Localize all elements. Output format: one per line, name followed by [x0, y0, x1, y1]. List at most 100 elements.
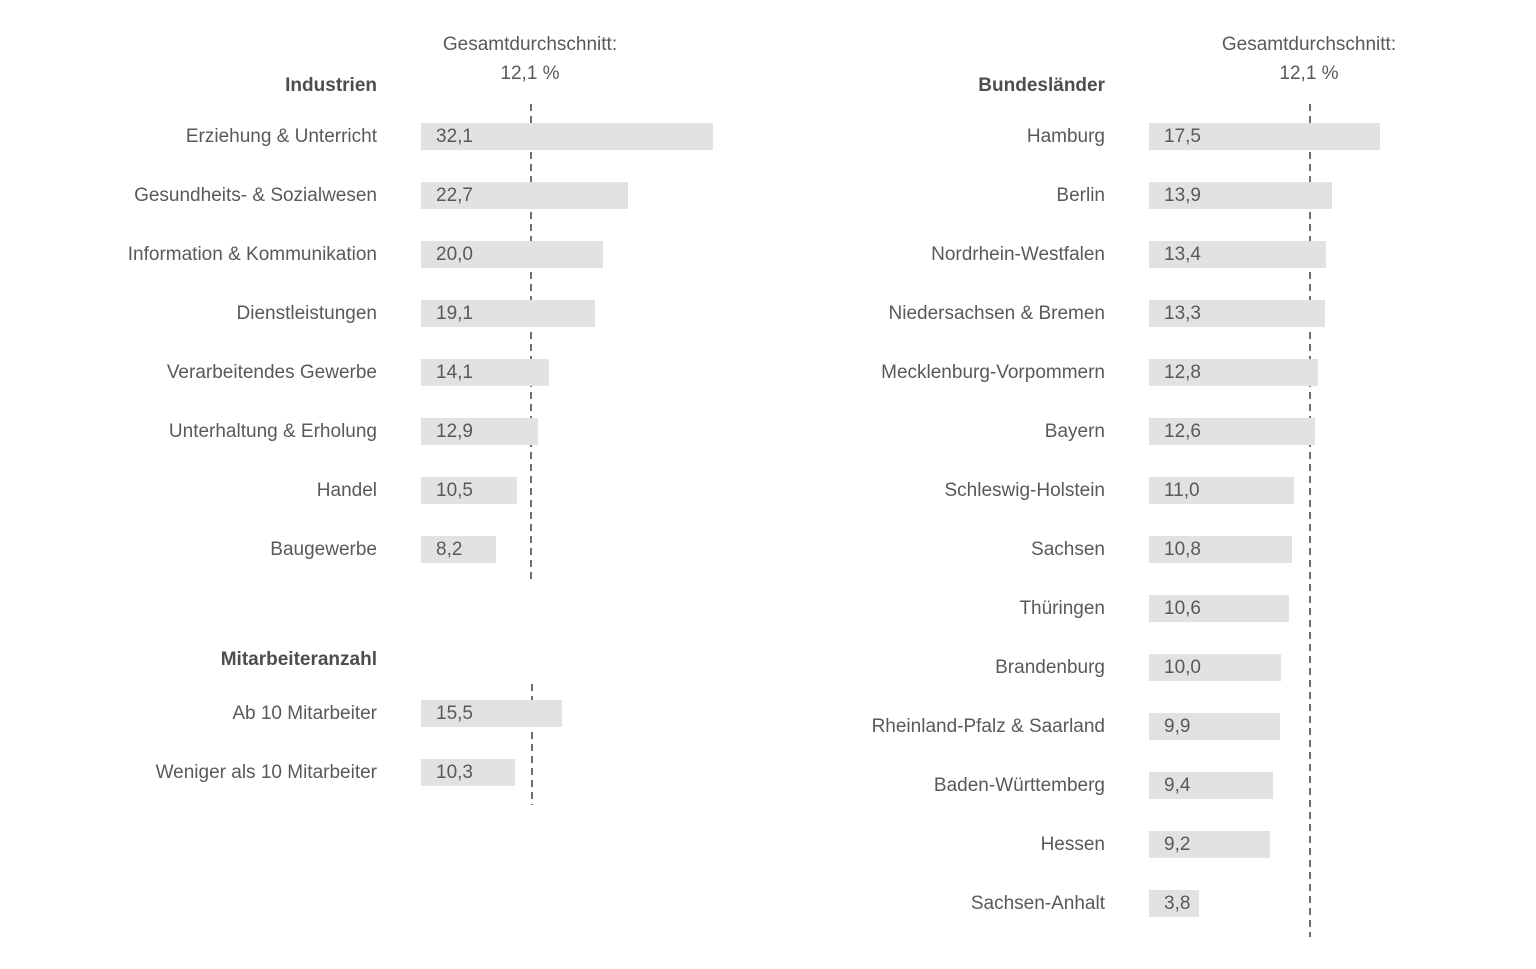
- chart-row: Weniger als 10 Mitarbeiter 10,3: [0, 743, 562, 802]
- bar-value-label: 13,3: [1164, 302, 1201, 324]
- bar-value-label: 10,8: [1164, 538, 1201, 560]
- states-average-header: Gesamtdurchschnitt: 12,1 %: [1169, 30, 1449, 88]
- industries-average-line: [530, 104, 532, 580]
- bar-area: 14,1: [421, 359, 550, 386]
- value-bar: 12,8: [1149, 359, 1318, 386]
- chart-row: Brandenburg 10,0: [728, 638, 1380, 697]
- bar-value-label: 9,4: [1164, 774, 1191, 796]
- chart-row: Dienstleistungen 19,1: [0, 284, 713, 343]
- chart-row: Baugewerbe 8,2: [0, 520, 713, 579]
- value-bar: 11,0: [1149, 477, 1295, 504]
- bar-area: 8,2: [421, 536, 496, 563]
- chart-row: Ab 10 Mitarbeiter 15,5: [0, 684, 563, 743]
- category-label: Hessen: [1040, 833, 1105, 855]
- bar-area: 9,4: [1149, 772, 1274, 799]
- bar-area: 15,5: [421, 700, 563, 727]
- value-bar: 10,3: [421, 759, 515, 786]
- bar-value-label: 10,3: [436, 761, 473, 783]
- states-chart-title: Bundesländer: [978, 75, 1105, 96]
- bar-value-label: 8,2: [436, 538, 463, 560]
- bar-value-label: 9,9: [1164, 715, 1191, 737]
- industries-chart: Erziehung & Unterricht 32,1 Gesundheits- &…: [0, 107, 714, 579]
- bar-value-label: 19,1: [436, 302, 473, 324]
- bar-value-label: 10,6: [1164, 597, 1201, 619]
- category-label: Ab 10 Mitarbeiter: [232, 702, 377, 724]
- chart-row: Verarbeitendes Gewerbe 14,1: [0, 343, 713, 402]
- value-bar: 17,5: [1149, 123, 1380, 150]
- bar-value-label: 12,9: [436, 420, 473, 442]
- value-bar: 12,9: [421, 418, 539, 445]
- bar-area: 10,6: [1149, 595, 1289, 622]
- chart-row: Rheinland-Pfalz & Saarland 9,9: [728, 697, 1380, 756]
- category-label: Bayern: [1044, 420, 1105, 442]
- chart-row: Schleswig-Holstein 11,0: [728, 461, 1380, 520]
- bar-value-label: 20,0: [436, 243, 473, 265]
- category-label: Baugewerbe: [270, 538, 377, 560]
- bar-area: 20,0: [421, 241, 603, 268]
- value-bar: 13,3: [1149, 300, 1325, 327]
- chart-row: Handel 10,5: [0, 461, 713, 520]
- bar-value-label: 13,4: [1164, 243, 1201, 265]
- bar-area: 32,1: [421, 123, 714, 150]
- bar-value-label: 14,1: [436, 361, 473, 383]
- value-bar: 14,1: [421, 359, 550, 386]
- value-bar: 13,9: [1149, 182, 1333, 209]
- value-bar: 10,8: [1149, 536, 1292, 563]
- category-label: Information & Kommunikation: [127, 243, 377, 265]
- value-bar: 22,7: [421, 182, 628, 209]
- bar-value-label: 9,2: [1164, 833, 1191, 855]
- category-label: Sachsen: [1031, 538, 1105, 560]
- bar-value-label: 10,5: [436, 479, 473, 501]
- bar-value-label: 32,1: [436, 125, 473, 147]
- bar-area: 13,3: [1149, 300, 1325, 327]
- value-bar: 9,9: [1149, 713, 1280, 740]
- states-average-line: [1309, 104, 1311, 937]
- average-value: 12,1 %: [1279, 63, 1339, 84]
- chart-row: Erziehung & Unterricht 32,1: [0, 107, 714, 166]
- bar-value-label: 12,6: [1164, 420, 1201, 442]
- bar-value-label: 12,8: [1164, 361, 1201, 383]
- value-bar: 3,8: [1149, 890, 1200, 917]
- chart-row: Gesundheits- & Sozialwesen 22,7: [0, 166, 713, 225]
- chart-row: Niedersachsen & Bremen 13,3: [728, 284, 1380, 343]
- category-label: Gesundheits- & Sozialwesen: [134, 184, 377, 206]
- category-label: Weniger als 10 Mitarbeiter: [155, 761, 377, 783]
- bar-value-label: 15,5: [436, 702, 473, 724]
- bar-area: 9,2: [1149, 831, 1271, 858]
- bar-value-label: 17,5: [1164, 125, 1201, 147]
- average-label: Gesamtdurchschnitt:: [442, 34, 618, 55]
- bar-area: 12,6: [1149, 418, 1316, 445]
- employee-count-chart-title: Mitarbeiteranzahl: [220, 649, 377, 670]
- industries-chart-title: Industrien: [285, 75, 377, 96]
- category-label: Erziehung & Unterricht: [185, 125, 377, 147]
- value-bar: 10,5: [421, 477, 517, 504]
- category-label: Niedersachsen & Bremen: [888, 302, 1106, 324]
- industries-average-header: Gesamtdurchschnitt: 12,1 %: [390, 30, 670, 88]
- states-chart: Hamburg 17,5 Berlin 13,9 Nordrhein-Westfalen…: [728, 107, 1380, 933]
- bar-area: 22,7: [421, 182, 628, 209]
- employee-count-chart: Ab 10 Mitarbeiter 15,5 Weniger als 10 Mita…: [0, 684, 563, 802]
- chart-row: Sachsen-Anhalt 3,8: [728, 874, 1380, 933]
- value-bar: 10,6: [1149, 595, 1289, 622]
- category-label: Handel: [316, 479, 377, 501]
- category-label: Brandenburg: [995, 656, 1105, 678]
- chart-row: Information & Kommunikation 20,0: [0, 225, 713, 284]
- chart-row: Hessen 9,2: [728, 815, 1380, 874]
- value-bar: 9,4: [1149, 772, 1274, 799]
- category-label: Dienstleistungen: [236, 302, 377, 324]
- value-bar: 20,0: [421, 241, 603, 268]
- bar-value-label: 3,8: [1164, 892, 1191, 914]
- bar-area: 10,0: [1149, 654, 1281, 681]
- category-label: Unterhaltung & Erholung: [168, 420, 377, 442]
- bar-area: 13,9: [1149, 182, 1333, 209]
- chart-row: Thüringen 10,6: [728, 579, 1380, 638]
- average-label: Gesamtdurchschnitt:: [1221, 34, 1397, 55]
- value-bar: 15,5: [421, 700, 563, 727]
- chart-row: Sachsen 10,8: [728, 520, 1380, 579]
- bar-value-label: 10,0: [1164, 656, 1201, 678]
- chart-row: Bayern 12,6: [728, 402, 1380, 461]
- bar-area: 10,8: [1149, 536, 1292, 563]
- bar-area: 19,1: [421, 300, 595, 327]
- bar-area: 3,8: [1149, 890, 1200, 917]
- value-bar: 9,2: [1149, 831, 1271, 858]
